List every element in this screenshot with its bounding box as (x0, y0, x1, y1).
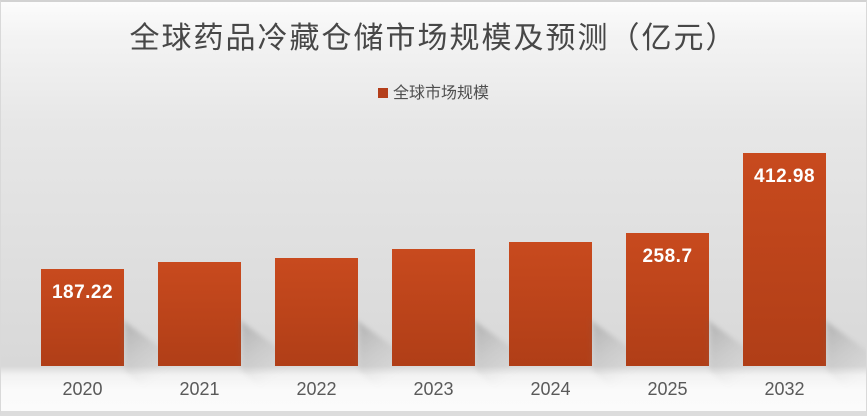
bar-data-label: 187.22 (51, 282, 114, 304)
legend-label: 全球市场规模 (392, 83, 489, 102)
chart-title: 全球药品冷藏仓储市场规模及预测（亿元） (129, 21, 738, 56)
x-tick-2022: 2022 (296, 379, 337, 399)
x-tick-2020: 2020 (62, 379, 103, 399)
bar-2021 (158, 261, 241, 366)
x-tick-2025: 2025 (647, 379, 688, 399)
bar-2020: 187.22 (41, 269, 124, 366)
plot-area: 187.22 258.7 412.98 (41, 139, 826, 366)
bar-2022 (275, 257, 358, 366)
bar-2023 (392, 248, 475, 366)
bar-data-label: 258.7 (642, 245, 693, 267)
bar-data-label: 412.98 (753, 165, 816, 187)
bar-2025: 258.7 (626, 232, 709, 366)
x-axis: 2020 2021 2022 2023 2024 2025 2032 (41, 378, 826, 400)
bar-2032: 412.98 (743, 152, 826, 366)
x-tick-2024: 2024 (530, 379, 571, 399)
bar-2024 (509, 241, 592, 366)
legend-marker-icon (377, 88, 388, 98)
x-tick-2023: 2023 (413, 379, 454, 399)
legend: 全球市场规模 (1, 85, 866, 101)
x-tick-2032: 2032 (764, 379, 805, 399)
x-tick-2021: 2021 (179, 379, 220, 399)
